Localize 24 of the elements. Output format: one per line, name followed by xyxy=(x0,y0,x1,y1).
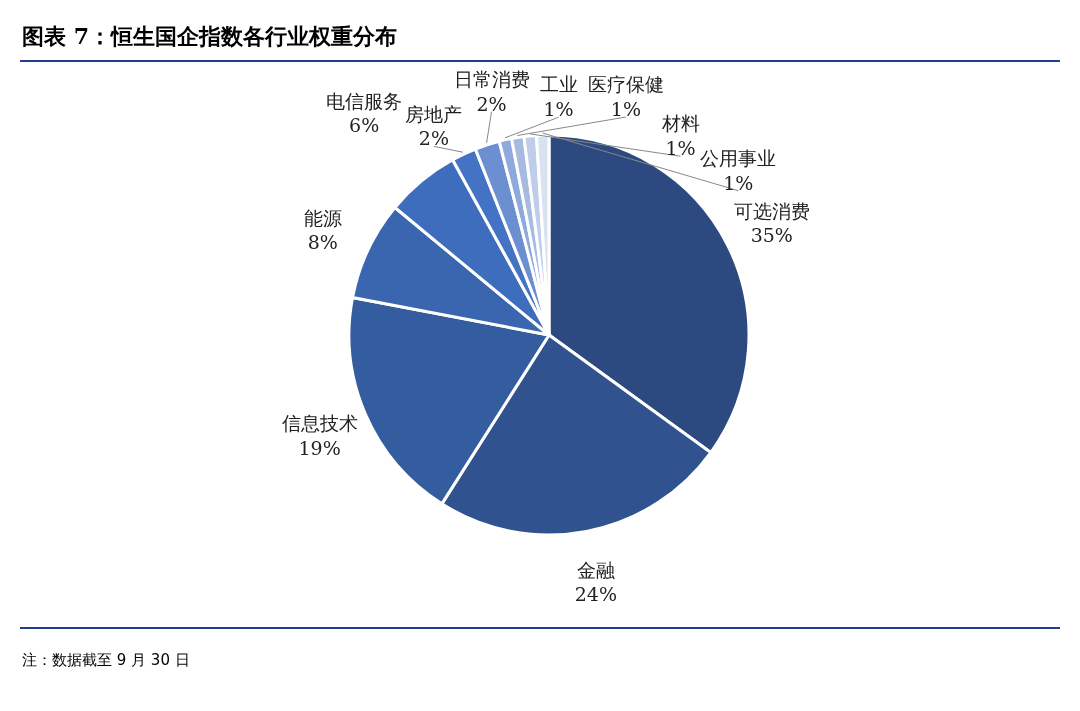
slice-label: 房地产 xyxy=(405,102,463,125)
slice-label: 可选消费 xyxy=(733,199,810,222)
data-label: 1% xyxy=(665,137,696,160)
slice-label: 医疗保健 xyxy=(587,73,664,96)
slice-label: 信息技术 xyxy=(281,412,358,435)
slice-label: 电信服务 xyxy=(326,89,403,112)
data-label: 2% xyxy=(418,127,450,150)
data-label: 1% xyxy=(723,171,754,194)
data-label: 1% xyxy=(543,98,574,121)
data-label: 35% xyxy=(750,224,793,247)
slice-label: 工业 xyxy=(539,73,578,96)
data-label: 6% xyxy=(349,114,380,137)
slice-label: 能源 xyxy=(303,206,342,229)
slice-label: 日常消费 xyxy=(453,67,530,90)
chart-title: 图表 7：恒生国企指数各行业权重分布 xyxy=(22,23,397,49)
data-label: 19% xyxy=(298,437,341,460)
data-label: 8% xyxy=(307,231,338,254)
slice-label: 金融 xyxy=(576,558,615,581)
data-label: 24% xyxy=(574,583,617,606)
data-label: 1% xyxy=(610,97,641,120)
slice-label: 材料 xyxy=(660,112,700,135)
data-label: 2% xyxy=(476,92,507,115)
slice-label: 公用事业 xyxy=(700,146,777,169)
text: 注：数据截至 9 月 30 日 xyxy=(22,651,190,669)
